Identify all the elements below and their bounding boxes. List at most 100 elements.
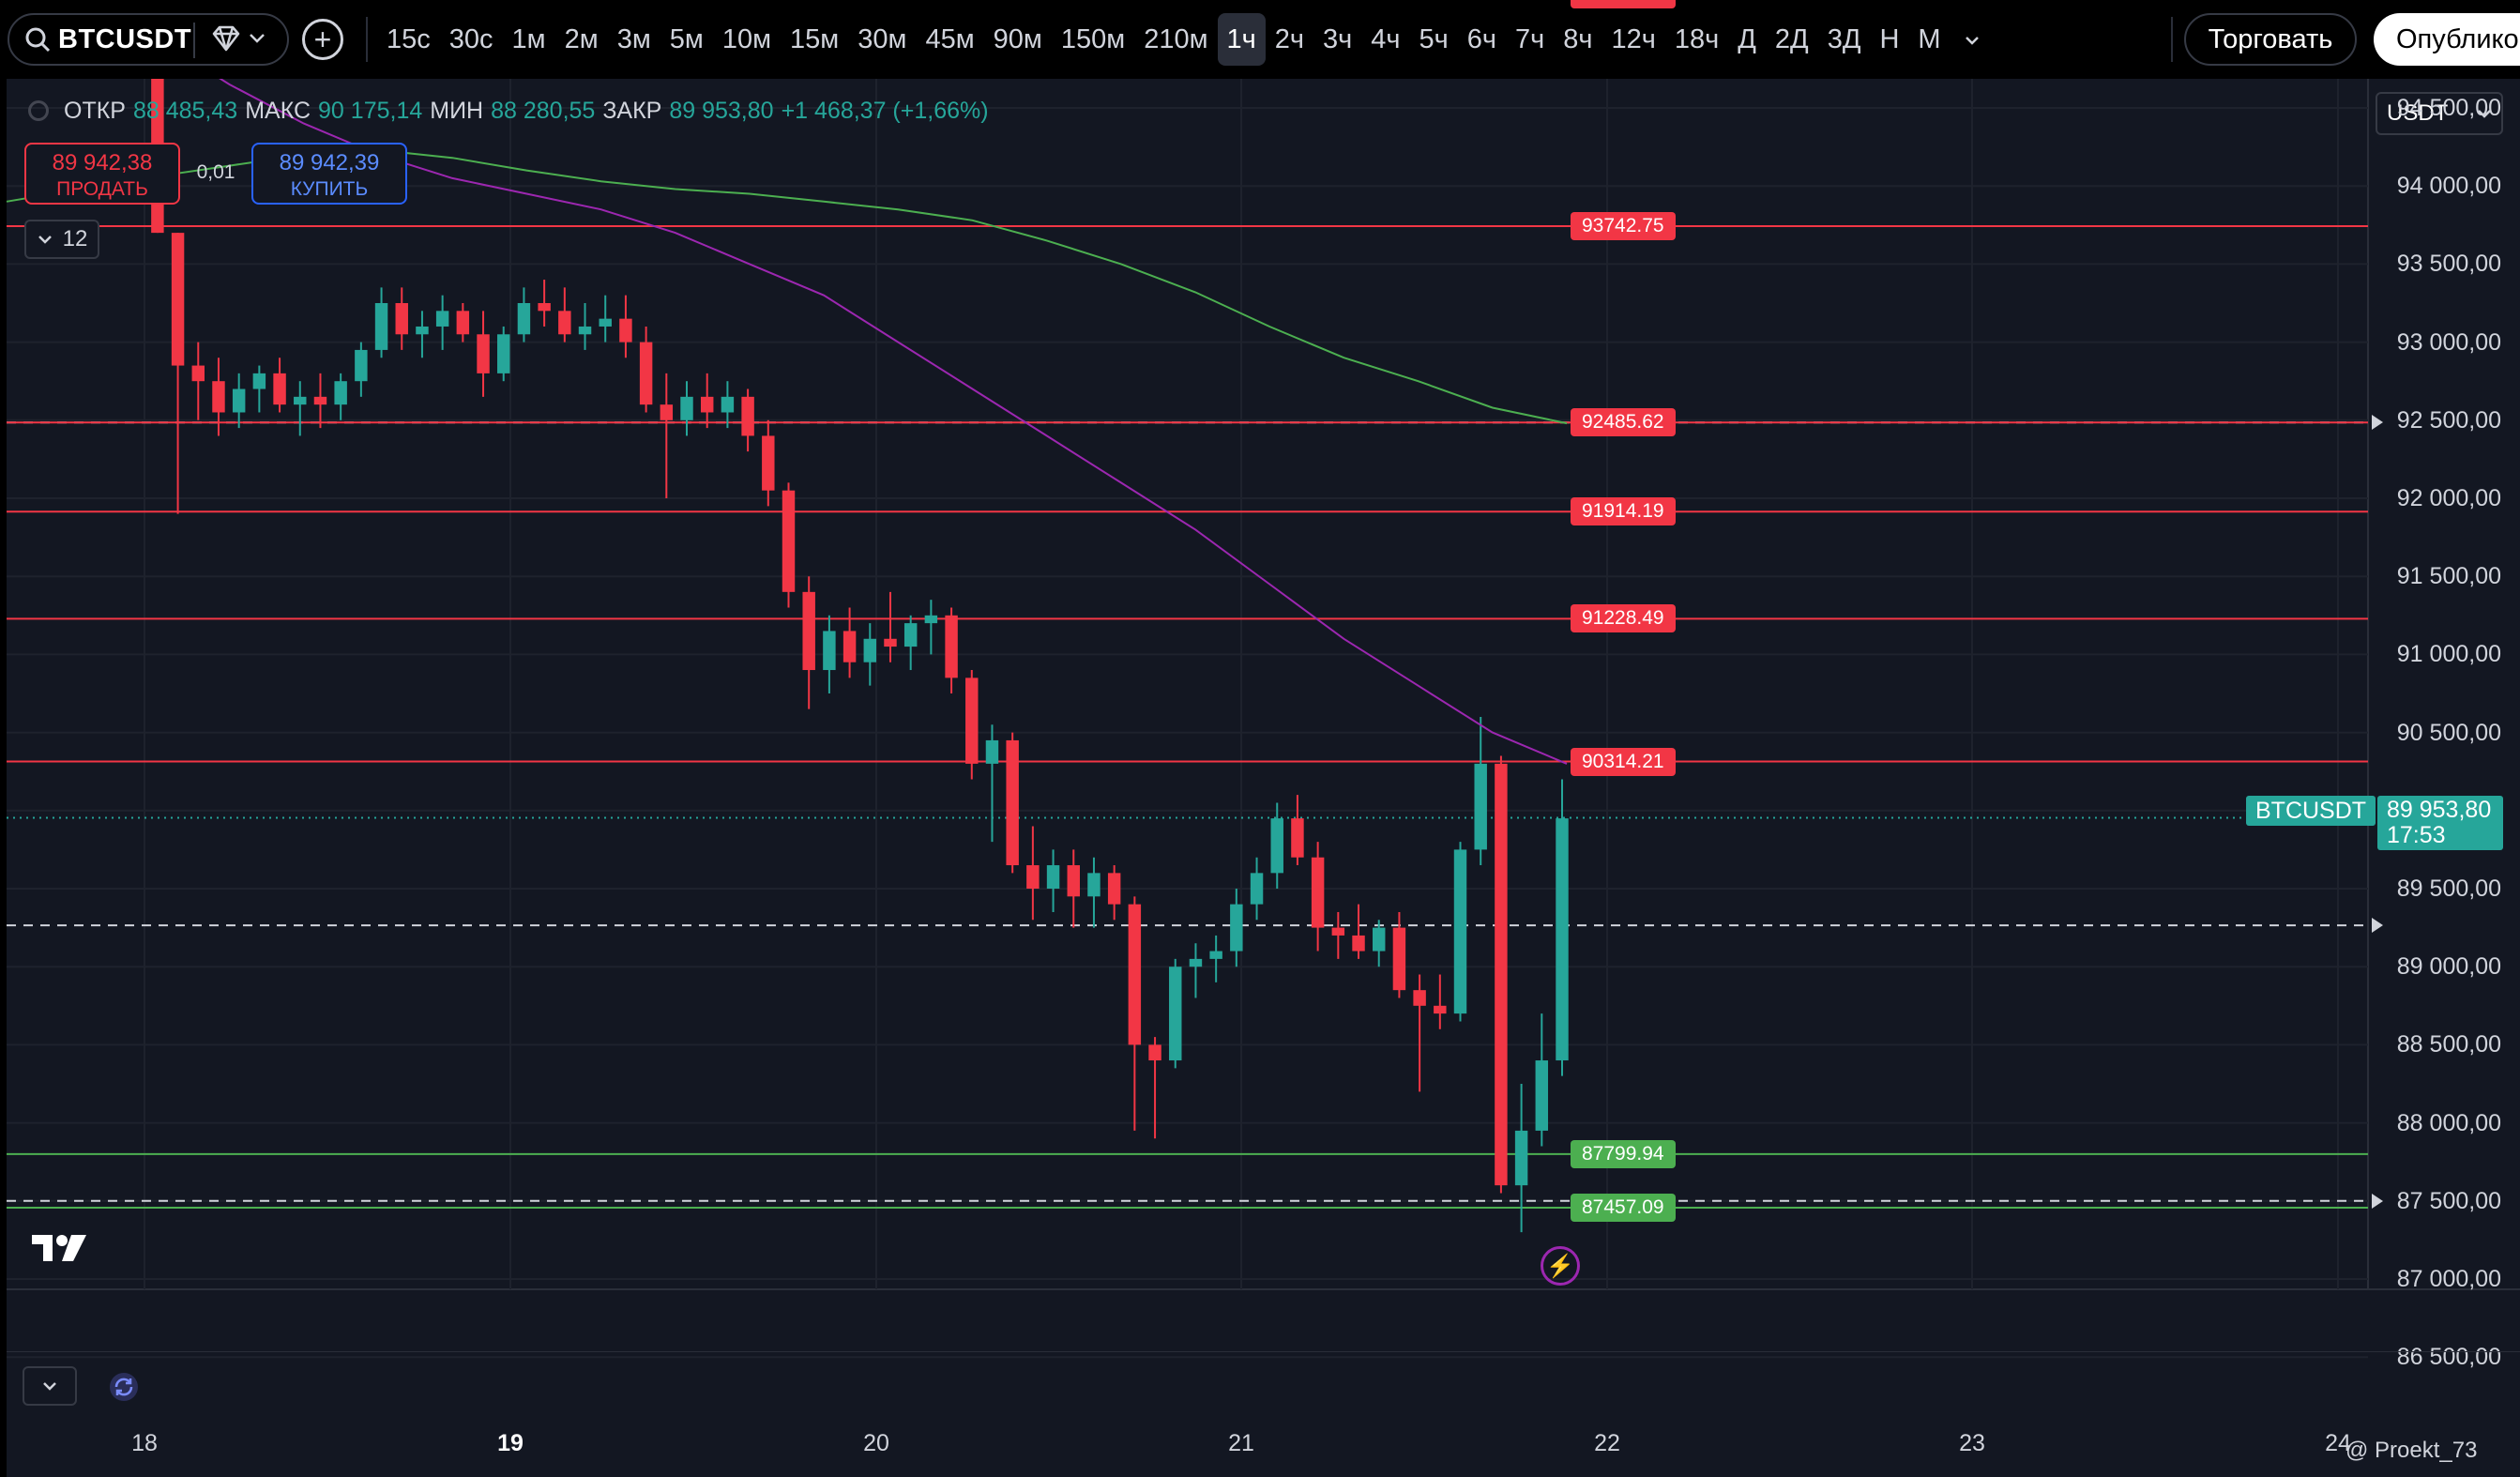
candle-body-48: [985, 739, 999, 764]
interval-17[interactable]: 5ч: [1419, 24, 1449, 54]
price-axis-label: 94 000,00: [2396, 173, 2501, 200]
level-price-tag-5[interactable]: 90314.21: [1571, 747, 1676, 776]
interval-14[interactable]: 2ч: [1274, 24, 1305, 54]
author-watermark: @ Proekt_73: [2345, 1438, 2477, 1464]
interval-21[interactable]: 12ч: [1611, 24, 1656, 54]
candle-body-53: [1087, 873, 1101, 897]
indicators-toggle[interactable]: 12: [24, 220, 99, 259]
candle-body-72: [1474, 763, 1487, 850]
currency-select[interactable]: USDT: [2376, 92, 2503, 135]
interval-11[interactable]: 150м: [1060, 24, 1126, 54]
level-price-tag-1[interactable]: 93742.75: [1571, 212, 1676, 240]
price-axis-label: 92 500,00: [2396, 406, 2501, 434]
interval-26[interactable]: Н: [1879, 24, 1900, 54]
interval-5[interactable]: 5м: [669, 24, 704, 54]
open-label: ОТКР: [64, 98, 126, 124]
interval-6[interactable]: 10м: [721, 24, 772, 54]
candle-body-30: [619, 318, 632, 343]
chevron-down-icon: [2478, 110, 2491, 118]
interval-16[interactable]: 4ч: [1371, 24, 1401, 54]
last-price-tag: 89 953,80 17:53: [2377, 796, 2503, 850]
time-axis-label: 20: [863, 1430, 889, 1456]
candle-body-70: [1434, 1005, 1447, 1014]
trade-button[interactable]: Торговать: [2184, 13, 2357, 66]
buy-label: КУПИТЬ: [290, 178, 369, 200]
symbol-price-tag: BTCUSDT: [2246, 796, 2376, 826]
candle-body-60: [1230, 904, 1243, 952]
interval-10[interactable]: 90м: [993, 24, 1042, 54]
candle-body-45: [924, 615, 938, 624]
interval-0[interactable]: 15с: [387, 24, 431, 54]
candle-body-62: [1270, 818, 1283, 874]
level-price-tag-6[interactable]: 87799.94: [1571, 1139, 1676, 1168]
candle-body-19: [395, 303, 408, 335]
level-price-tag-0[interactable]: 95228.45: [1571, 0, 1676, 8]
level-price-tag-2[interactable]: 92485.62: [1571, 408, 1676, 437]
low-label: МИН: [430, 98, 484, 124]
chart-frame: [7, 0, 2520, 1477]
symbol-type-dropdown[interactable]: [210, 24, 266, 53]
candle-body-20: [416, 326, 429, 335]
axis-marker-2: [2372, 918, 2383, 934]
candle-body-61: [1250, 873, 1264, 905]
candle-body-40: [823, 631, 836, 671]
price-chart[interactable]: [0, 79, 2520, 1417]
publish-button[interactable]: Опублико: [2374, 13, 2520, 66]
close-value: 89 953,80: [669, 98, 774, 124]
price-axis-label: 91 500,00: [2396, 563, 2501, 590]
buy-button[interactable]: 89 942,39 КУПИТЬ: [251, 143, 407, 205]
interval-27[interactable]: М: [1918, 24, 1941, 54]
interval-25[interactable]: 3Д: [1827, 24, 1861, 54]
divider: [193, 23, 195, 58]
chevron-down-icon: [250, 34, 265, 43]
candle-body-46: [945, 615, 958, 678]
interval-1[interactable]: 30с: [448, 24, 493, 54]
candle-body-43: [884, 638, 897, 647]
symbol-search[interactable]: BTCUSDT: [8, 13, 289, 66]
candle-body-59: [1209, 951, 1222, 959]
interval-8[interactable]: 30м: [858, 24, 907, 54]
diamond-icon: [212, 25, 240, 52]
interval-18[interactable]: 6ч: [1466, 24, 1497, 54]
sync-icon[interactable]: [107, 1370, 141, 1404]
interval-2[interactable]: 1м: [511, 24, 546, 54]
add-symbol-button[interactable]: +: [302, 19, 343, 60]
close-label: ЗАКР: [602, 98, 662, 124]
bar-countdown: 17:53: [2387, 822, 2446, 848]
candle-body-66: [1352, 935, 1365, 952]
sell-price: 89 942,38: [52, 150, 153, 175]
interval-20[interactable]: 8ч: [1563, 24, 1593, 54]
level-price-tag-7[interactable]: 87457.09: [1571, 1193, 1676, 1222]
interval-22[interactable]: 18ч: [1674, 24, 1720, 54]
symbol-name: BTCUSDT: [58, 23, 192, 54]
sell-button[interactable]: 89 942,38 ПРОДАТЬ: [24, 143, 180, 205]
chevron-down-icon[interactable]: [1951, 27, 1994, 52]
candle-body-54: [1107, 873, 1121, 905]
price-axis-label: 93 500,00: [2396, 251, 2501, 278]
high-label: МАКС: [245, 98, 311, 124]
lightning-icon[interactable]: ⚡: [1541, 1246, 1580, 1286]
candle-body-38: [782, 490, 796, 592]
interval-4[interactable]: 3м: [616, 24, 651, 54]
interval-7[interactable]: 15м: [790, 24, 840, 54]
interval-13[interactable]: 1ч: [1217, 13, 1266, 66]
level-price-tag-3[interactable]: 91914.19: [1571, 497, 1676, 526]
price-axis-label: 91 000,00: [2396, 641, 2501, 668]
collapse-panel-button[interactable]: [23, 1366, 77, 1406]
eye-icon[interactable]: [28, 100, 49, 121]
candle-body-15: [313, 396, 327, 405]
time-axis-label: 22: [1594, 1430, 1620, 1456]
interval-19[interactable]: 7ч: [1515, 24, 1545, 54]
candle-body-28: [578, 326, 592, 335]
interval-23[interactable]: Д: [1738, 24, 1756, 54]
level-price-tag-4[interactable]: 91228.49: [1571, 604, 1676, 633]
tradingview-logo[interactable]: [30, 1231, 90, 1270]
interval-24[interactable]: 2Д: [1774, 24, 1809, 54]
candle-body-16: [334, 381, 347, 405]
interval-15[interactable]: 3ч: [1323, 24, 1353, 54]
chevron-down-icon: [38, 236, 52, 244]
interval-3[interactable]: 2м: [564, 24, 599, 54]
plus-icon: +: [313, 23, 332, 56]
interval-12[interactable]: 210м: [1144, 24, 1208, 54]
interval-9[interactable]: 45м: [925, 24, 975, 54]
